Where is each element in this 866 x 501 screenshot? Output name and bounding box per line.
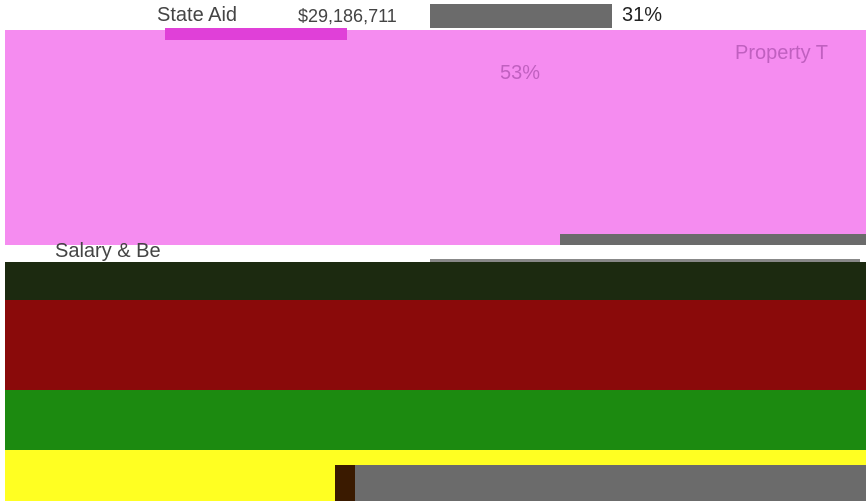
row-amount: $29,186,711 — [298, 6, 397, 26]
band-dark-red — [5, 300, 866, 390]
share-bar — [355, 465, 866, 501]
highlight-band — [5, 30, 866, 245]
row-label: Salary & Be — [55, 240, 161, 262]
share-bar — [560, 234, 866, 245]
row-percent: 31% — [622, 4, 663, 26]
share-bar — [430, 4, 612, 28]
band-dark-green — [5, 262, 866, 300]
divider — [430, 259, 860, 262]
share-bar-marker — [335, 465, 355, 501]
row-label: Property T — [735, 42, 828, 64]
row-label: State Aid — [157, 4, 238, 26]
band-green — [5, 390, 866, 450]
accent-bar — [165, 28, 347, 40]
row-percent: 53% — [500, 62, 541, 84]
